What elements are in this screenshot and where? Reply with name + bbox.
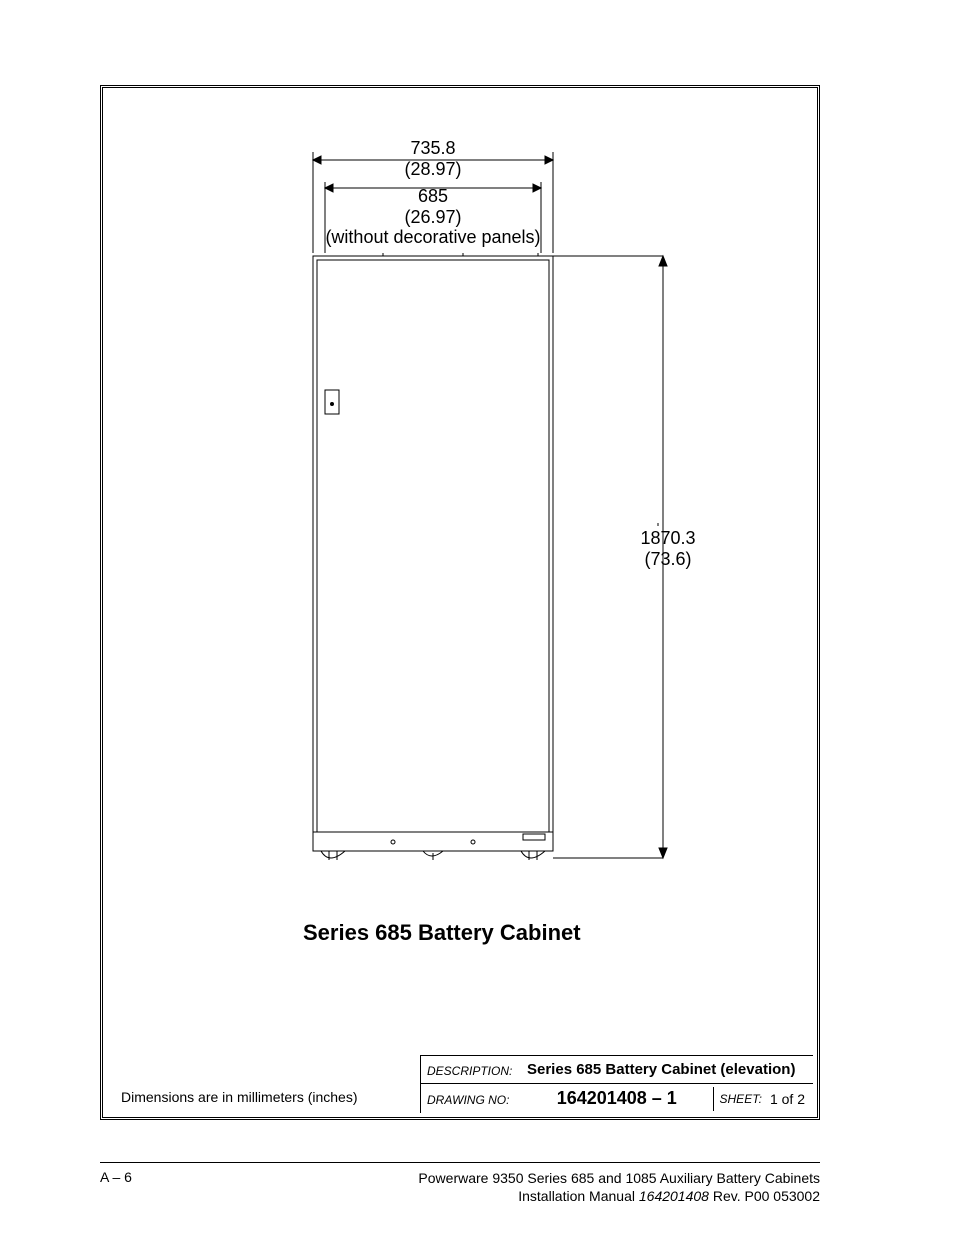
drawing-frame: 735.8 (28.97) 685 (26.97) (without decor… <box>100 85 820 1120</box>
figure-title: Series 685 Battery Cabinet <box>303 920 581 946</box>
drawingno-label: DRAWING NO: <box>421 1089 521 1109</box>
sheet-label: SHEET: <box>714 1088 766 1110</box>
dimension-units-note: Dimensions are in millimeters (inches) <box>121 1089 358 1105</box>
description-value: Series 685 Battery Cabinet (elevation) <box>521 1057 801 1082</box>
footer-line2-docno: 164201408 <box>639 1188 709 1204</box>
drawingno-value: 164201408 – 1 <box>521 1084 713 1113</box>
titleblock-drawingno-row: DRAWING NO: 164201408 – 1 SHEET: 1 of 2 <box>421 1083 813 1113</box>
page-footer: A – 6 Powerware 9350 Series 685 and 1085… <box>100 1162 820 1205</box>
footer-line2-suffix: Rev. P00 053002 <box>709 1188 820 1204</box>
description-label: DESCRIPTION: <box>421 1060 521 1080</box>
title-block: DESCRIPTION: Series 685 Battery Cabinet … <box>420 1055 813 1113</box>
footer-right: Powerware 9350 Series 685 and 1085 Auxil… <box>418 1169 820 1205</box>
sheet-cell: SHEET: 1 of 2 <box>713 1087 813 1111</box>
footer-line1: Powerware 9350 Series 685 and 1085 Auxil… <box>418 1169 820 1187</box>
page-number: A – 6 <box>100 1169 132 1205</box>
cabinet-elevation-svg <box>103 88 823 908</box>
footer-line2: Installation Manual 164201408 Rev. P00 0… <box>418 1187 820 1205</box>
footer-line2-prefix: Installation Manual <box>518 1188 639 1204</box>
titleblock-description-row: DESCRIPTION: Series 685 Battery Cabinet … <box>421 1055 813 1083</box>
sheet-value: 1 of 2 <box>766 1087 813 1111</box>
